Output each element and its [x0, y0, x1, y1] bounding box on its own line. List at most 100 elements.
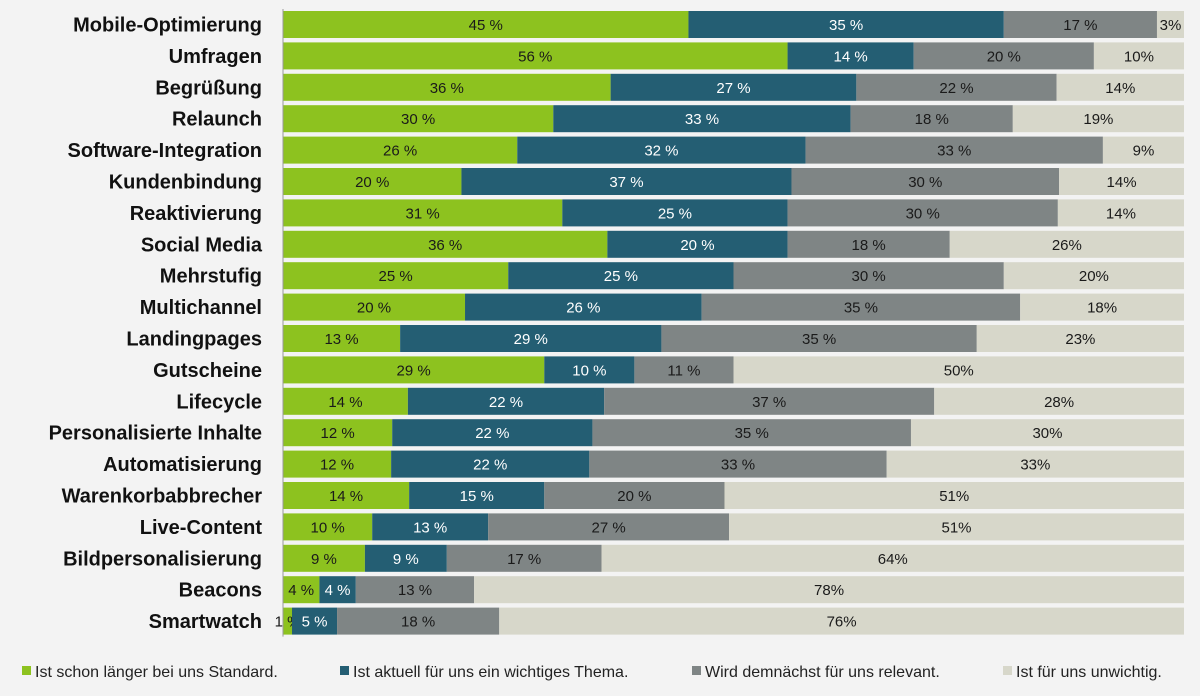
bar-segment [364, 544, 447, 572]
data-label: 26 % [383, 143, 417, 160]
bar-segment [392, 419, 593, 447]
category-label: Multichannel [140, 297, 262, 319]
data-label: 33 % [937, 143, 971, 160]
data-label: 25 % [379, 268, 413, 285]
bar-segment [283, 262, 509, 290]
data-label: 14% [1107, 174, 1137, 191]
category-label: Begrüßung [155, 77, 262, 99]
category-label: Social Media [141, 234, 263, 256]
data-label: 30 % [852, 268, 886, 285]
data-label: 35 % [802, 331, 836, 348]
category-label: Warenkorbabbrecher [62, 486, 263, 508]
legend-swatch [1003, 666, 1012, 675]
bar-segment [474, 576, 1184, 604]
data-label: 33% [1020, 457, 1050, 474]
bar-segment [391, 450, 590, 478]
data-label: 13 % [398, 582, 432, 599]
category-label: Automatisierung [103, 454, 262, 476]
data-label: 26% [1052, 237, 1082, 254]
data-label: 37 % [609, 174, 643, 191]
category-label: Mehrstufig [160, 266, 262, 288]
data-label: 25 % [658, 205, 692, 222]
bar-segment [1057, 199, 1184, 227]
category-label: Umfragen [169, 46, 262, 68]
bar-segment [283, 168, 462, 195]
data-label: 64% [878, 551, 908, 568]
category-label: Mobile-Optimierung [73, 15, 262, 37]
data-label: 19% [1083, 111, 1113, 128]
bar-segment [461, 168, 792, 195]
bar-segment [805, 136, 1103, 164]
bar-segment [856, 73, 1057, 101]
data-label: 14 % [834, 48, 868, 65]
bar-segment [934, 387, 1184, 415]
data-label: 78% [814, 582, 844, 599]
category-label: Software-Integration [68, 140, 262, 162]
data-label: 33 % [721, 457, 755, 474]
data-label: 20% [1079, 268, 1109, 285]
bar-segment [1059, 168, 1184, 195]
bar-segment [283, 450, 392, 478]
data-label: 25 % [604, 268, 638, 285]
category-label: Relaunch [172, 109, 262, 131]
bar-segment [283, 325, 401, 352]
category-label: Live-Content [140, 517, 263, 539]
bar-segment [688, 11, 1004, 38]
bar-segment [283, 230, 608, 258]
bar-segment [733, 262, 1004, 290]
data-label: 9 % [311, 551, 337, 568]
bar-segment [733, 356, 1184, 384]
bar-segment [319, 576, 356, 604]
bar-segment [283, 576, 320, 604]
bar-segment [544, 482, 725, 509]
bar-segment [976, 325, 1184, 352]
data-label: 33 % [685, 111, 719, 128]
data-label: 26 % [566, 300, 600, 317]
bar-segment [544, 356, 635, 384]
bar-segment [553, 105, 851, 133]
bar-segment [355, 576, 475, 604]
bar-segment [283, 419, 393, 447]
data-label: 20 % [617, 488, 651, 505]
data-label: 31 % [406, 205, 440, 222]
data-label: 29 % [397, 362, 431, 379]
bar-segment [604, 387, 935, 415]
data-label: 20 % [355, 174, 389, 191]
category-label: Personalisierte Inhalte [49, 423, 262, 445]
data-label: 30% [1032, 425, 1062, 442]
category-label: Kundenbindung [109, 172, 262, 194]
data-label: 11 % [667, 362, 700, 379]
bar-segment [724, 482, 1184, 509]
data-label: 50% [944, 362, 974, 379]
bar-segment [283, 356, 545, 384]
data-label: 32 % [644, 143, 678, 160]
legend-swatch [22, 666, 31, 675]
category-label: Gutscheine [153, 360, 262, 382]
data-label: 23% [1065, 331, 1095, 348]
legend-swatch [340, 666, 349, 675]
bar-segment [729, 513, 1184, 541]
data-label: 17 % [507, 551, 541, 568]
data-label: 36 % [430, 80, 464, 97]
legend-entry: Ist schon länger bei uns Standard. [35, 664, 278, 681]
bar-segment [283, 387, 408, 415]
bar-segment [1102, 136, 1184, 164]
bar-segment [610, 73, 857, 101]
bar-segment [465, 293, 702, 321]
data-label: 18% [1087, 300, 1117, 317]
data-label: 10 % [311, 519, 345, 536]
bar-segment [1156, 11, 1184, 38]
data-label: 30 % [401, 111, 435, 128]
data-label: 27 % [716, 80, 750, 97]
data-label: 20 % [357, 300, 391, 317]
bar-segment [283, 42, 788, 70]
data-label: 35 % [735, 425, 769, 442]
bar-segment [589, 450, 887, 478]
bar-segment [910, 419, 1184, 447]
bar-segment [283, 73, 611, 101]
bar-segment [283, 513, 373, 541]
bar-segment [400, 325, 662, 352]
bar-segment [446, 544, 602, 572]
bar-segment [787, 199, 1058, 227]
data-label: 5 % [302, 614, 328, 631]
